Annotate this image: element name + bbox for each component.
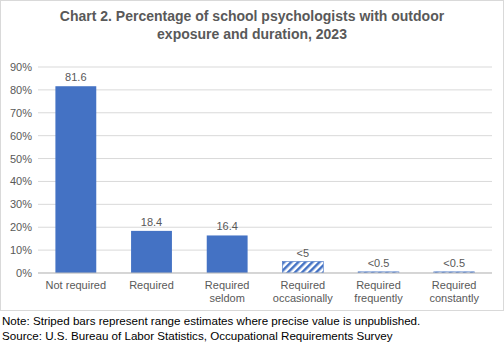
data-label: <0.5 [368, 257, 390, 269]
grid-line [38, 181, 492, 182]
grid-line [38, 273, 492, 274]
y-tick-label: 20% [10, 221, 32, 233]
x-axis [38, 273, 492, 274]
data-label: <0.5 [443, 257, 465, 269]
category-line: Required [281, 279, 326, 291]
category-line: Required [129, 279, 174, 291]
grid-line [38, 89, 492, 90]
y-tick-label: 90% [10, 61, 32, 73]
category-label: Required [129, 279, 174, 291]
chart: Chart 2. Percentage of school psychologi… [0, 0, 504, 345]
title-line: exposure and duration, 2023 [157, 26, 347, 42]
source: Source: U.S. Bureau of Labor Statistics,… [2, 329, 393, 342]
grid-line [38, 158, 492, 159]
bar [207, 235, 248, 273]
y-tick-label: 30% [10, 198, 32, 210]
category-label: Requiredoccasionally [273, 279, 333, 304]
data-label: <5 [297, 247, 310, 259]
y-tick-label: 60% [10, 130, 32, 142]
grid-line [38, 135, 492, 136]
category-line: Required [432, 279, 477, 291]
category-label: Requiredfrequently [354, 279, 403, 304]
category-line: Required [205, 279, 250, 291]
y-tick-label: 70% [10, 107, 32, 119]
grid-line [38, 112, 492, 113]
category-label: Requiredseldom [205, 279, 250, 304]
category-label: Requiredconstantly [429, 279, 479, 304]
category-label: Not required [46, 279, 107, 291]
category-line: frequently [354, 292, 403, 304]
grid-line [38, 227, 492, 228]
data-label: 16.4 [216, 220, 237, 232]
y-tick-label: 40% [10, 175, 32, 187]
y-tick-label: 0% [16, 267, 32, 279]
data-label: 81.6 [65, 71, 86, 83]
category-line: constantly [429, 292, 479, 304]
title-line: Chart 2. Percentage of school psychologi… [60, 8, 445, 24]
chart-title: Chart 2. Percentage of school psychologi… [60, 8, 445, 42]
y-tick-label: 80% [10, 84, 32, 96]
bar [55, 86, 96, 273]
grid-line [38, 67, 492, 68]
y-tick-label: 10% [10, 244, 32, 256]
bar [282, 262, 323, 273]
category-line: Required [356, 279, 401, 291]
bars [55, 86, 474, 273]
grid-line [38, 250, 492, 251]
grid-line [38, 204, 492, 205]
category-line: occasionally [273, 292, 333, 304]
category-line: Not required [46, 279, 107, 291]
note: Note: Striped bars represent range estim… [2, 314, 420, 327]
data-label: 18.4 [141, 216, 162, 228]
category-line: seldom [209, 292, 244, 304]
bar [131, 231, 172, 273]
chart-frame [1, 1, 504, 311]
y-tick-label: 50% [10, 153, 32, 165]
